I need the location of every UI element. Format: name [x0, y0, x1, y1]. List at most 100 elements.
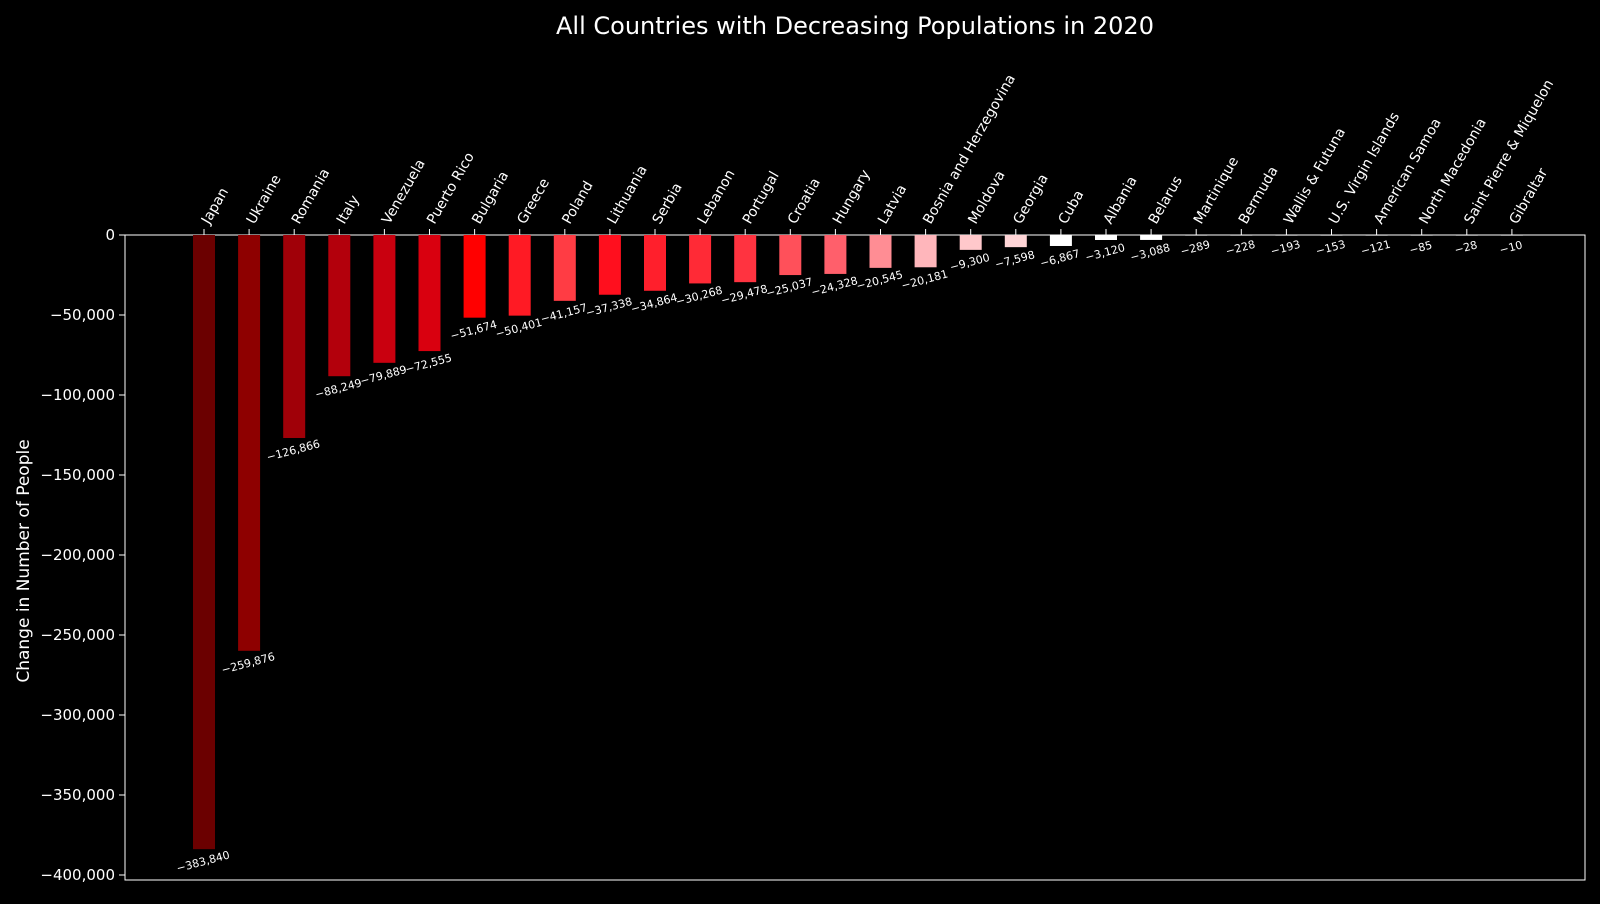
- data-label: −6,867: [1039, 247, 1082, 270]
- x-tick-label: Bulgaria: [469, 169, 512, 227]
- y-tick-label: 0: [105, 226, 115, 244]
- bar: [869, 235, 892, 268]
- data-label: −41,157: [539, 301, 588, 326]
- data-label: −30,268: [674, 284, 723, 309]
- y-axis-label: Change in Number of People: [14, 439, 34, 682]
- bar: [1004, 235, 1027, 248]
- x-tick-label: Puerto Rico: [424, 150, 478, 227]
- data-label: −20,181: [900, 267, 949, 292]
- bar: [463, 235, 486, 318]
- chart-title: All Countries with Decreasing Population…: [556, 12, 1154, 40]
- data-label: −24,328: [810, 274, 859, 299]
- bar: [824, 235, 847, 274]
- x-tick-label: Croatia: [785, 175, 824, 227]
- bar: [1365, 235, 1388, 236]
- data-label: −37,338: [584, 295, 633, 320]
- bar: [553, 235, 576, 301]
- bar: [328, 235, 351, 377]
- bar: [779, 235, 802, 276]
- data-label: −3,120: [1084, 241, 1127, 264]
- x-tick-label: Martinique: [1191, 154, 1242, 227]
- x-tick-label: Lithuania: [605, 163, 651, 227]
- data-label: −121: [1359, 238, 1392, 258]
- y-tick-label: −350,000: [40, 786, 115, 804]
- x-tick-label: Gibraltar: [1507, 165, 1552, 227]
- bar: [1455, 235, 1478, 236]
- bar: [373, 235, 396, 363]
- bar: [1320, 235, 1343, 236]
- y-axis: 0 −50,000 −100,000 −150,000 −200,000 −250,000…: [40, 226, 125, 884]
- data-label: −153: [1314, 238, 1347, 258]
- bar: [418, 235, 441, 352]
- data-label: −50,401: [494, 316, 543, 341]
- bar: [238, 235, 261, 651]
- bar: [959, 235, 982, 250]
- data-label: −383,840: [175, 848, 231, 875]
- data-label: −20,545: [855, 268, 904, 293]
- data-label: −228: [1224, 238, 1257, 258]
- data-label: −126,866: [265, 437, 321, 464]
- x-tick-label: Georgia: [1010, 171, 1051, 227]
- x-tick-label: Romania: [289, 166, 333, 227]
- y-tick-label: −300,000: [40, 706, 115, 724]
- bar: [644, 235, 666, 291]
- x-tick-label: Italy: [334, 193, 363, 227]
- x-tick-label: Moldova: [965, 168, 1008, 227]
- data-label: −9,300: [948, 251, 991, 274]
- data-label: −28: [1453, 238, 1479, 257]
- y-tick-label: −50,000: [50, 306, 115, 324]
- data-label: −29,478: [720, 282, 769, 307]
- x-tick-label: Venezuela: [379, 157, 429, 227]
- bar: [598, 235, 621, 295]
- bars: [193, 235, 1523, 850]
- data-label: −51,674: [449, 318, 498, 343]
- x-tick-label: Cuba: [1056, 188, 1088, 227]
- x-tick-label: Bosnia and Herzegovina: [920, 72, 1019, 227]
- x-tick-label: Hungary: [830, 167, 874, 227]
- bar: [1275, 235, 1298, 236]
- data-label: −25,037: [765, 275, 814, 300]
- data-label: −10: [1498, 238, 1524, 257]
- bar: [1500, 235, 1523, 236]
- data-label: −193: [1269, 238, 1302, 258]
- x-tick-label: Saint Pierre & Miquelon: [1461, 77, 1557, 227]
- x-tick-label: Belarus: [1146, 173, 1186, 227]
- data-label: −88,249: [314, 376, 363, 401]
- bar: [1049, 235, 1072, 246]
- data-label: −72,555: [404, 351, 453, 376]
- bar: [1140, 235, 1163, 240]
- data-label: −79,889: [359, 363, 408, 388]
- x-axis: Japan Ukraine Romania Italy VenezuelaPuerto …: [198, 72, 1557, 235]
- plot-frame: [124, 234, 1586, 881]
- data-label: −85: [1408, 238, 1434, 257]
- x-tick-label: Latvia: [875, 182, 910, 227]
- bar: [283, 235, 306, 438]
- bar: [1095, 235, 1117, 240]
- data-label: −289: [1179, 238, 1212, 258]
- data-label: −3,088: [1129, 241, 1172, 264]
- x-tick-label: Poland: [559, 179, 596, 227]
- data-label: −34,864: [629, 291, 678, 316]
- data-label: −259,876: [220, 650, 276, 677]
- x-tick-label: Lebanon: [695, 167, 739, 227]
- y-tick-label: −400,000: [40, 866, 115, 884]
- bar: [1410, 235, 1433, 236]
- x-tick-label: Greece: [514, 176, 553, 227]
- y-tick-label: −100,000: [40, 386, 115, 404]
- bar: [914, 235, 937, 268]
- bar: [508, 235, 531, 316]
- data-label: −7,598: [994, 248, 1037, 271]
- bar: [1230, 235, 1253, 236]
- x-tick-label: Portugal: [740, 169, 783, 227]
- y-tick-label: −200,000: [40, 546, 115, 564]
- y-tick-label: −150,000: [40, 466, 115, 484]
- x-tick-label: Serbia: [650, 180, 686, 227]
- bar: [734, 235, 757, 283]
- x-tick-label: Ukraine: [244, 172, 285, 227]
- bar: [193, 235, 215, 850]
- x-tick-label: Japan: [198, 185, 232, 228]
- x-tick-label: Bermuda: [1236, 164, 1282, 227]
- y-tick-label: −250,000: [40, 626, 115, 644]
